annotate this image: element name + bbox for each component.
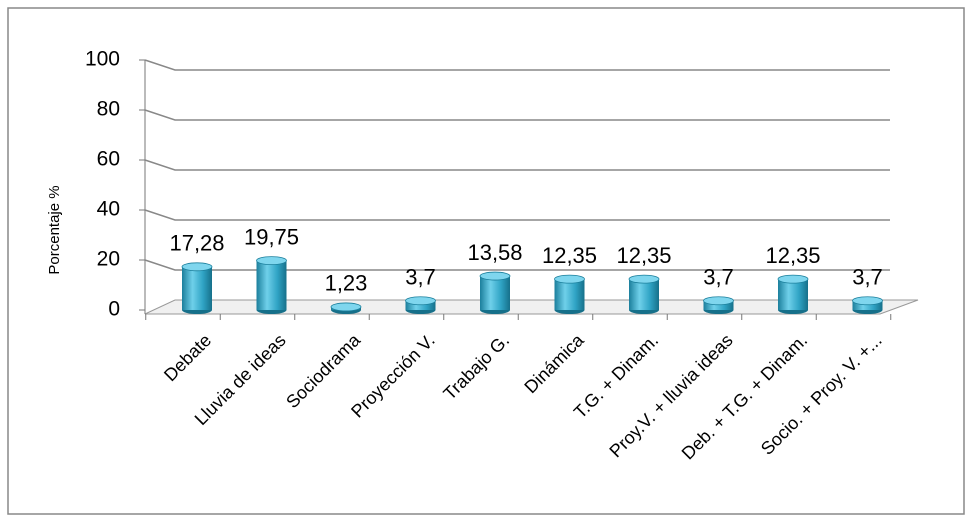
y-tick-label: 20 [97, 248, 120, 271]
bar-top [181, 262, 213, 272]
grid-line [144, 259, 890, 271]
grid-line [144, 59, 890, 71]
bar [256, 260, 287, 310]
value-label: 3,7 [852, 265, 883, 290]
bar [480, 276, 510, 310]
value-label: 3,7 [405, 265, 436, 290]
value-label: 1,23 [325, 271, 368, 296]
y-axis-label: Porcentaje % [46, 185, 63, 274]
bar-top [554, 274, 585, 284]
grid-line [144, 109, 890, 121]
bar-top [479, 271, 511, 281]
value-label: 19,75 [244, 224, 299, 249]
bar-top [405, 296, 436, 306]
bar [182, 266, 212, 310]
y-tick-label: 60 [97, 148, 120, 171]
y-tick-label: 80 [97, 98, 120, 121]
y-tick-label: 0 [108, 298, 120, 321]
bar [778, 279, 808, 310]
bar-top [703, 296, 734, 306]
value-label: 12,35 [542, 243, 597, 268]
bar-top [256, 256, 287, 266]
bar [554, 279, 585, 310]
bar-top [330, 302, 362, 312]
bar-top [777, 274, 809, 284]
grid-line [144, 159, 890, 171]
grid-line [144, 209, 890, 221]
bar-top [628, 274, 660, 284]
chart-border [7, 7, 965, 515]
y-tick-label: 40 [97, 198, 120, 221]
bar-top [852, 296, 883, 306]
value-label: 17,28 [169, 231, 224, 256]
value-label: 12,35 [765, 243, 820, 268]
value-label: 13,58 [467, 240, 522, 265]
y-tick-label: 100 [85, 48, 120, 71]
bar [405, 300, 436, 310]
bar [629, 279, 659, 310]
value-label: 12,35 [616, 243, 671, 268]
bar [852, 300, 883, 310]
value-label: 3,7 [703, 265, 734, 290]
bar [703, 300, 734, 310]
